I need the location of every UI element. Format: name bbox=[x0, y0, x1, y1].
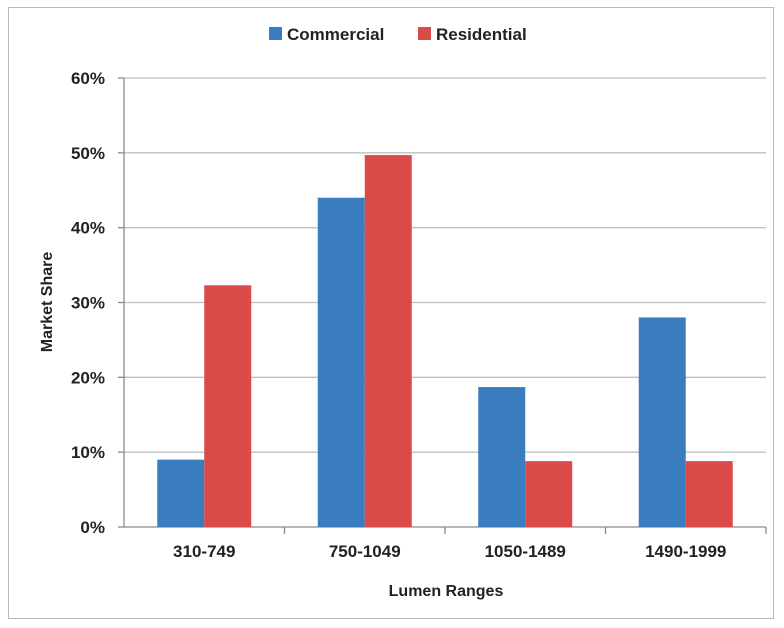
bar-commercial-750-1049 bbox=[317, 197, 365, 527]
legend-label-residential: Residential bbox=[436, 25, 527, 44]
bar-residential-750-1049 bbox=[364, 155, 412, 527]
x-tick-label: 750-1049 bbox=[329, 542, 401, 561]
y-tick-label: 20% bbox=[71, 368, 105, 387]
x-axis-title: Lumen Ranges bbox=[389, 583, 504, 600]
bar-commercial-310-749 bbox=[157, 459, 205, 527]
y-tick-label: 10% bbox=[71, 443, 105, 462]
legend-label-commercial: Commercial bbox=[287, 25, 384, 44]
bar-commercial-1050-1489 bbox=[478, 387, 526, 527]
bar-residential-1490-1999 bbox=[685, 461, 733, 527]
bar-residential-1050-1489 bbox=[525, 461, 573, 527]
y-tick-label: 40% bbox=[71, 219, 105, 238]
x-tick-label: 1490-1999 bbox=[645, 542, 726, 561]
y-tick-label: 50% bbox=[71, 144, 105, 163]
legend: Commercial Residential bbox=[269, 25, 527, 44]
x-tick-label: 310-749 bbox=[173, 542, 235, 561]
y-tick-label: 60% bbox=[71, 69, 105, 88]
legend-swatch-commercial bbox=[269, 27, 282, 40]
x-tick-labels: 310-749 750-1049 1050-1489 1490-1999 bbox=[173, 542, 726, 561]
y-tick-label: 0% bbox=[80, 518, 105, 537]
y-tick-labels: 0% 10% 20% 30% 40% 50% 60% bbox=[71, 69, 105, 537]
y-tick-label: 30% bbox=[71, 294, 105, 313]
y-axis-title: Market Share bbox=[39, 252, 56, 353]
x-tick-label: 1050-1489 bbox=[485, 542, 566, 561]
bar-commercial-1490-1999 bbox=[638, 317, 686, 527]
legend-swatch-residential bbox=[418, 27, 431, 40]
bar-residential-310-749 bbox=[204, 285, 252, 527]
bars bbox=[157, 155, 733, 527]
